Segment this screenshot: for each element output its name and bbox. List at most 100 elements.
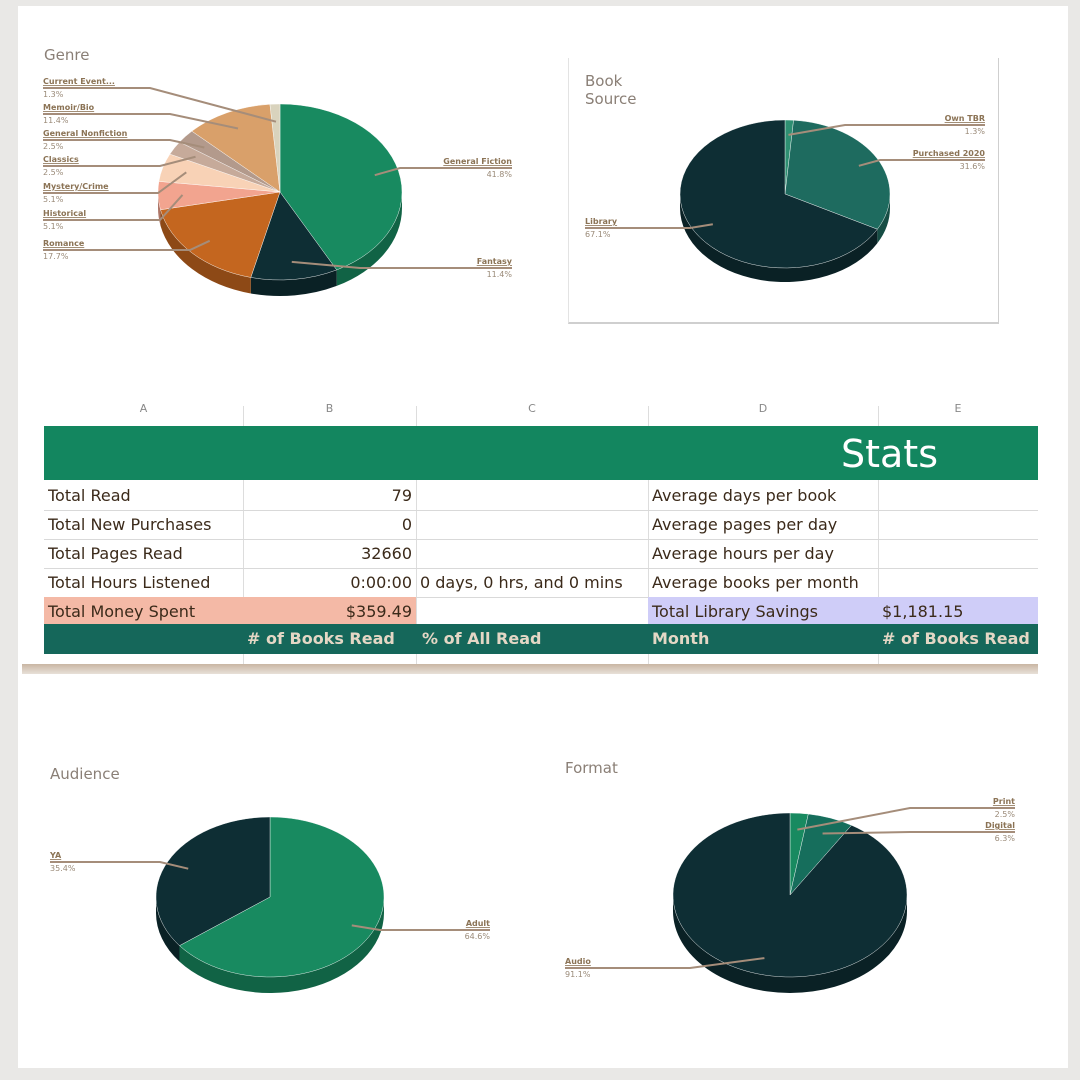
- cell[interactable]: Average hours per day: [652, 544, 834, 563]
- cell[interactable]: 32660: [361, 544, 412, 563]
- column-header-a[interactable]: A: [139, 402, 148, 415]
- cell[interactable]: Total Pages Read: [48, 544, 183, 563]
- pie-slice-current-event[interactable]: [269, 103, 281, 193]
- header-cell-month[interactable]: Month: [652, 629, 710, 648]
- cell[interactable]: Average pages per day: [652, 515, 838, 534]
- leader-line: [351, 924, 490, 931]
- table-row: Total New Purchases 0 Average pages per …: [44, 510, 1038, 540]
- cell[interactable]: Total Read: [48, 486, 131, 505]
- column-divider: [648, 406, 649, 666]
- slice-label: YA: [49, 851, 62, 860]
- slice-label: Digital: [985, 821, 1015, 830]
- leader-line: [43, 194, 184, 221]
- genre-pie-svg: General Fiction 41.8% Fantasy 11.4% Romance 1…: [43, 77, 513, 296]
- slice-value-label: 2.5%: [43, 168, 64, 177]
- slice-label: Audio: [565, 957, 591, 966]
- slice-value-label: 5.1%: [43, 195, 64, 204]
- slice-label: Purchased 2020: [913, 149, 986, 158]
- slice-value-label: 91.1%: [565, 970, 591, 979]
- table-header-row: # of Books Read % of All Read Month # of…: [44, 624, 1038, 654]
- slice-label: Romance: [43, 239, 85, 248]
- slice-value-label: 41.8%: [487, 170, 513, 179]
- column-divider: [878, 406, 879, 666]
- pie-slice-fantasy[interactable]: [250, 191, 338, 281]
- pie-slice-general-fiction[interactable]: [279, 103, 403, 271]
- pie-slice-side: [160, 209, 251, 294]
- slice-value-label: 67.1%: [585, 230, 611, 239]
- chart-title: Book Source: [585, 72, 637, 108]
- total-money-value[interactable]: $359.49: [243, 597, 416, 626]
- chart-title: Genre: [44, 46, 90, 64]
- library-savings-label[interactable]: Total Library Savings: [648, 597, 878, 626]
- slice-value-label: 11.4%: [43, 116, 69, 125]
- slice-value-label: 17.7%: [43, 252, 69, 261]
- table-row: Total Money Spent $359.49 Total Library …: [44, 597, 1038, 627]
- slice-label: Library: [585, 217, 618, 226]
- leader-line: [291, 260, 512, 269]
- header-cell-books-read-2[interactable]: # of Books Read: [882, 629, 1030, 648]
- chart-title: Format: [565, 759, 618, 777]
- table-row: Total Read 79 Average days per book: [44, 481, 1038, 511]
- slice-value-label: 64.6%: [465, 932, 491, 941]
- header-cell-books-read[interactable]: # of Books Read: [247, 629, 395, 648]
- pie-slice-adult[interactable]: [179, 816, 385, 978]
- leader-line: [50, 861, 189, 870]
- pie-slice-audio[interactable]: [672, 812, 908, 978]
- leader-line: [43, 139, 205, 149]
- cell[interactable]: Average days per book: [652, 486, 837, 505]
- total-money-label[interactable]: Total Money Spent: [44, 597, 243, 626]
- cell[interactable]: 79: [391, 486, 412, 505]
- pie-slice-side: [179, 897, 384, 993]
- pie-slice-side: [156, 897, 180, 962]
- leader-line: [797, 807, 1015, 831]
- cell[interactable]: Total New Purchases: [48, 515, 212, 534]
- leader-line: [43, 155, 196, 167]
- column-header-e[interactable]: E: [954, 402, 962, 415]
- pie-slice-memoir-bio[interactable]: [191, 104, 281, 193]
- slice-label: General Fiction: [443, 157, 512, 166]
- header-cell-percent-read[interactable]: % of All Read: [422, 629, 542, 648]
- slice-value-label: 2.5%: [43, 142, 64, 151]
- leader-line: [565, 957, 765, 969]
- cell[interactable]: Total Hours Listened: [48, 573, 211, 592]
- chart-title: Audience: [50, 765, 120, 783]
- cell[interactable]: 0 days, 0 hrs, and 0 mins: [420, 573, 623, 592]
- column-header-b[interactable]: B: [325, 402, 334, 415]
- leader-line: [43, 171, 187, 194]
- pie-slice-side: [673, 895, 907, 993]
- pie-slice-ya[interactable]: [155, 816, 271, 946]
- leader-line: [43, 113, 239, 130]
- leader-line: [43, 239, 211, 251]
- leader-line: [858, 159, 985, 167]
- table-row: Total Pages Read 32660 Average hours per…: [44, 539, 1038, 569]
- table-bottom-edge: [22, 664, 1038, 674]
- column-header-c[interactable]: C: [528, 402, 536, 415]
- stats-banner[interactable]: Stats: [44, 426, 1038, 480]
- library-savings-value[interactable]: $1,181.15: [878, 597, 1038, 626]
- cell[interactable]: Average books per month: [652, 573, 859, 592]
- slice-label: Memoir/Bio: [43, 103, 95, 112]
- column-header-d[interactable]: D: [758, 402, 768, 415]
- pie-slice-library[interactable]: [679, 119, 878, 269]
- pie-slice-purchased-2020[interactable]: [784, 120, 891, 230]
- slice-value-label: 1.3%: [43, 90, 64, 99]
- table-row: Total Hours Listened 0:00:00 0 days, 0 h…: [44, 568, 1038, 598]
- cell[interactable]: 0:00:00: [350, 573, 412, 592]
- slice-label: Current Event...: [43, 77, 115, 86]
- pie-slice-side: [158, 192, 161, 226]
- leader-line: [788, 124, 985, 136]
- slice-label: Fantasy: [477, 257, 513, 266]
- audience-pie-svg: Adult 64.6% YA 35.4%: [49, 816, 491, 993]
- pie-slice-side: [877, 194, 890, 244]
- slice-value-label: 5.1%: [43, 222, 64, 231]
- slice-value-label: 1.3%: [965, 127, 986, 136]
- format-pie-svg: Print 2.5% Digital 6.3% Audio 91.1%: [565, 797, 1016, 993]
- slice-value-label: 2.5%: [995, 810, 1016, 819]
- cell[interactable]: 0: [401, 515, 412, 534]
- slice-value-label: 11.4%: [487, 270, 513, 279]
- slice-label: Print: [993, 797, 1015, 806]
- pie-slice-side: [680, 194, 878, 282]
- slice-label: Adult: [466, 919, 490, 928]
- leader-line: [374, 167, 512, 177]
- slice-label: General Nonfiction: [43, 129, 128, 138]
